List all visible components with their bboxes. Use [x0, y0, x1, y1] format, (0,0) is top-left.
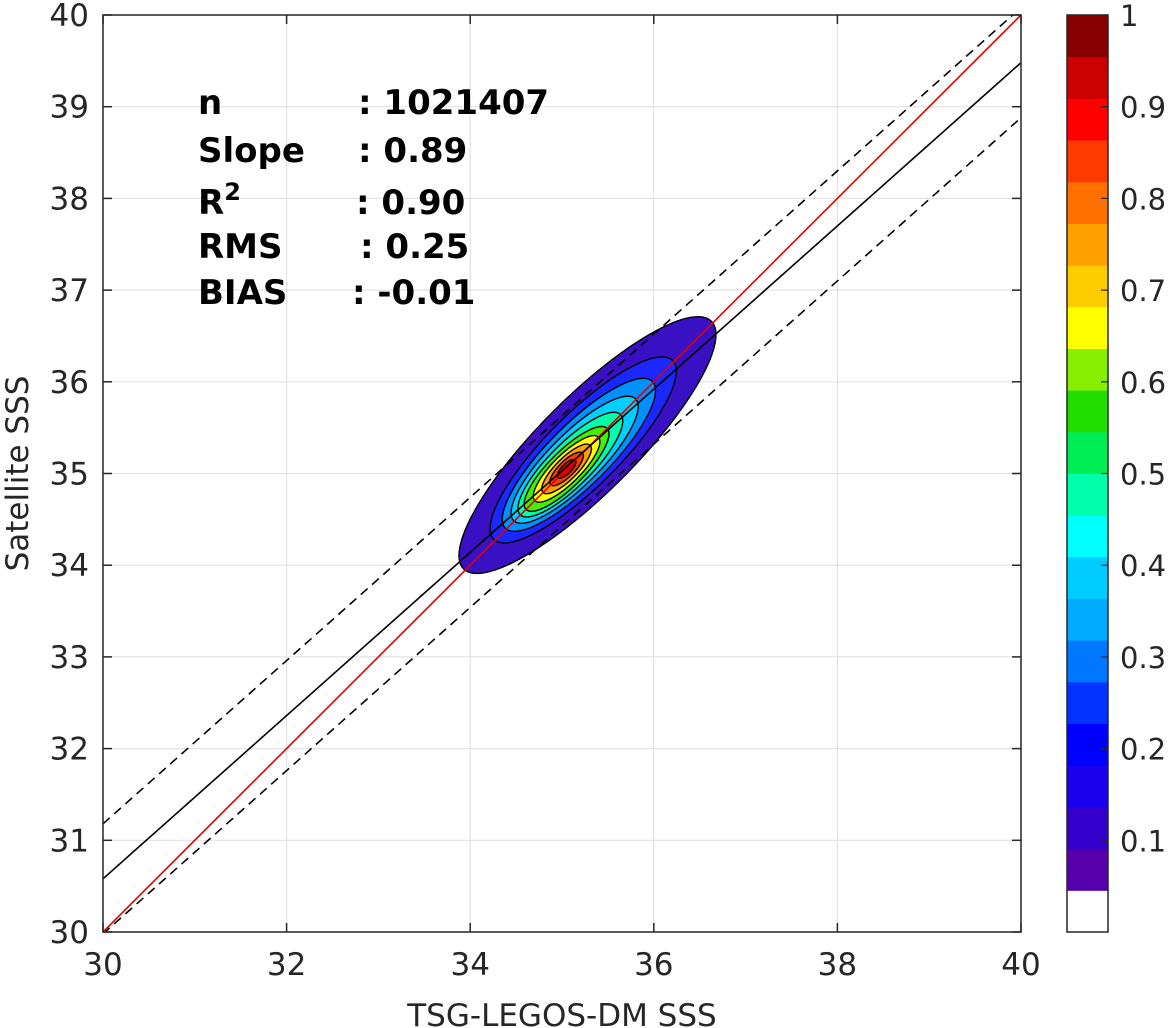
- colorbar: 0.1 0.2 0.3 0.4 0.5 0.6 0.7 0.8 0.9 1: [1066, 0, 1166, 933]
- y-tick-label: 34: [50, 548, 89, 584]
- y-tick-label: 40: [50, 0, 89, 34]
- colorbar-segment: [1067, 140, 1108, 183]
- colorbar-tick-label: 0.9: [1120, 91, 1166, 125]
- y-tick-label: 32: [50, 732, 89, 768]
- line-regression: [103, 62, 1021, 880]
- y-tick-label: 30: [50, 915, 89, 951]
- y-tick-label: 35: [50, 457, 89, 493]
- colorbar-segment: [1067, 98, 1108, 141]
- colorbar-segment: [1067, 765, 1108, 808]
- colorbar-tick-label: 0.3: [1120, 641, 1166, 675]
- stat-value: : -0.01: [352, 273, 475, 313]
- colorbar-segment: [1067, 806, 1108, 850]
- colorbar-segment: [1067, 348, 1108, 391]
- colorbar-segment: [1067, 515, 1108, 558]
- stat-value: : 1021407: [358, 83, 549, 123]
- x-tick-label: 30: [83, 947, 122, 983]
- colorbar-segment: [1067, 431, 1108, 474]
- stat-value: : 0.90: [356, 183, 465, 223]
- density-contours: [458, 316, 717, 575]
- colorbar-segment: [1067, 15, 1108, 58]
- stat-label: R2: [198, 178, 241, 223]
- colorbar-tick-label: 0.4: [1120, 549, 1166, 583]
- colorbar-tick-label: 0.8: [1120, 182, 1166, 216]
- colorbar-segment: [1067, 473, 1108, 516]
- colorbar-tick-label: 0.1: [1120, 824, 1166, 858]
- colorbar-segment: [1067, 390, 1108, 433]
- y-tick-label: 31: [50, 823, 89, 859]
- colorbar-segment: [1067, 890, 1108, 933]
- colorbar-tick-label: 0.5: [1120, 458, 1166, 492]
- y-tick-label: 39: [50, 90, 89, 126]
- stats-annotation: n : 1021407 Slope : 0.89 R2 : 0.90 RMS : 0.25 BI…: [198, 83, 549, 313]
- x-tick-label: 32: [267, 947, 306, 983]
- y-tick-label: 37: [50, 273, 89, 309]
- x-tick-label: 34: [450, 947, 489, 983]
- y-axis-label: Satellite SSS: [0, 376, 36, 572]
- y-tick-label: 36: [50, 365, 89, 401]
- x-tick-label: 38: [818, 947, 857, 983]
- x-tick-label: 36: [634, 947, 673, 983]
- line-one-to-one: [103, 15, 1021, 932]
- line-lower-bound: [103, 117, 1021, 932]
- colorbar-tick-label: 0.6: [1120, 366, 1166, 400]
- colorbar-segment: [1067, 723, 1108, 766]
- stat-label: n: [198, 83, 222, 123]
- stat-label: RMS: [198, 227, 283, 267]
- colorbar-segment: [1067, 640, 1108, 683]
- stat-value: : 0.25: [360, 227, 469, 267]
- colorbar-tick-label: 0.7: [1120, 274, 1166, 308]
- colorbar-tick-label: 1: [1120, 0, 1138, 33]
- x-axis-label: TSG-LEGOS-DM SSS: [406, 998, 716, 1028]
- colorbar-segment: [1067, 556, 1108, 600]
- colorbar-segment: [1067, 681, 1108, 725]
- colorbar-segment: [1067, 848, 1108, 891]
- stat-label: BIAS: [198, 273, 287, 313]
- colorbar-segment: [1067, 223, 1108, 266]
- line-upper-bound: [103, 15, 1014, 825]
- reference-lines: [103, 15, 1021, 932]
- y-tick-label: 38: [50, 181, 89, 217]
- colorbar-segment: [1067, 181, 1108, 224]
- colorbar-segment: [1067, 598, 1108, 641]
- y-tick-label: 33: [50, 640, 89, 676]
- colorbar-segment: [1067, 56, 1108, 99]
- colorbar-segment: [1067, 306, 1108, 349]
- axis-ticks: 30 32 34 36 38 40 30 31 32 33 34 35 36 37 38 39 40: [50, 0, 1041, 983]
- stat-label-superscript: 2: [224, 178, 241, 206]
- x-tick-label: 40: [1001, 947, 1040, 983]
- stat-value: : 0.89: [358, 131, 467, 171]
- colorbar-segment: [1067, 265, 1108, 308]
- colorbar-tick-label: 0.2: [1120, 733, 1166, 767]
- stat-label: Slope: [198, 131, 305, 171]
